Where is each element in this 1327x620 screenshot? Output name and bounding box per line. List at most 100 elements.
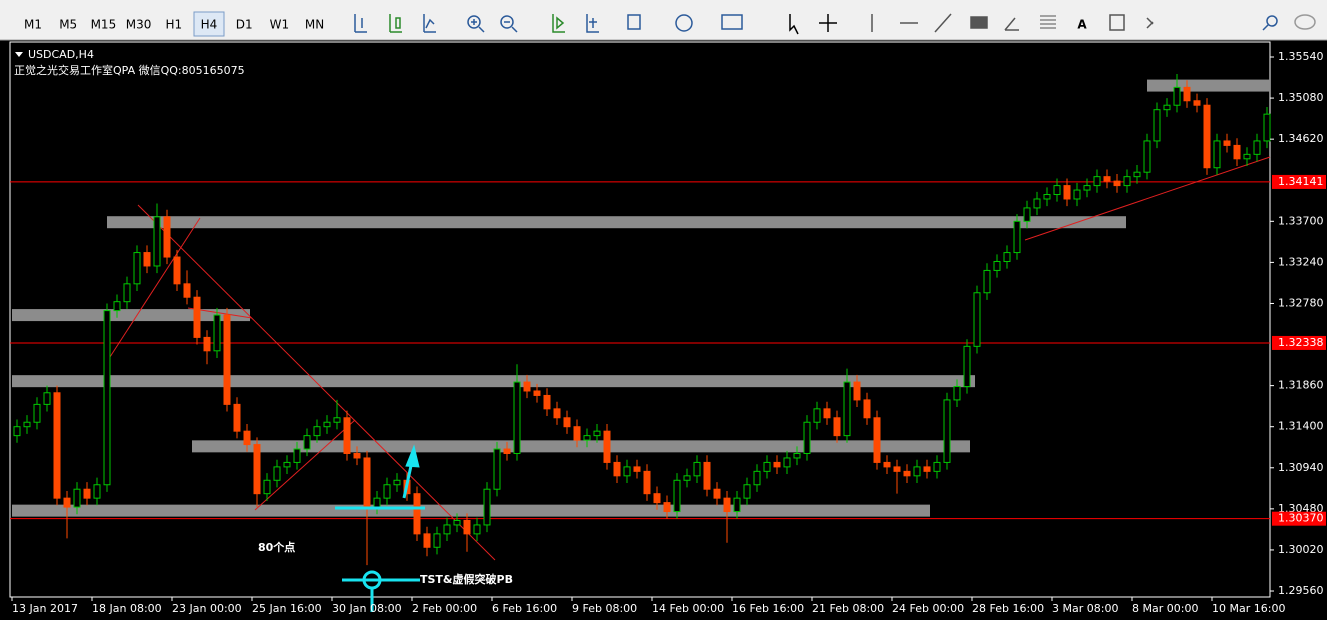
templates[interactable] xyxy=(721,14,743,30)
candle-body xyxy=(1193,100,1201,106)
candle-chart-icon[interactable] xyxy=(389,14,402,33)
collapse-icon xyxy=(15,52,23,57)
candle-body xyxy=(1033,198,1041,209)
candle-body xyxy=(513,381,521,454)
candle-body xyxy=(1083,185,1091,191)
candle-body xyxy=(433,533,441,548)
candle-body xyxy=(13,426,21,437)
bar-chart-icon[interactable] xyxy=(354,14,367,33)
y-tick-label: 1.30020 xyxy=(1278,543,1324,556)
cursor[interactable] xyxy=(789,14,799,35)
candle-body xyxy=(563,417,571,428)
y-tick-label: 1.30940 xyxy=(1278,461,1324,474)
rectangle-tool[interactable] xyxy=(970,16,988,29)
trendline[interactable] xyxy=(934,13,952,33)
chart-subtitle: 正觉之光交易工作室QPA 微信QQ:805165075 xyxy=(14,63,245,77)
periods[interactable] xyxy=(675,14,693,32)
candle-body xyxy=(173,256,181,285)
indicators[interactable] xyxy=(627,14,641,30)
x-tick-label: 28 Feb 16:00 xyxy=(972,602,1044,615)
candle-body xyxy=(1253,140,1261,155)
search[interactable] xyxy=(1266,15,1278,27)
timeframe-button[interactable]: M30 xyxy=(126,18,152,32)
candle-body xyxy=(953,386,961,401)
timeframe-button[interactable]: H4 xyxy=(201,18,218,32)
candle-body xyxy=(1043,194,1051,200)
timeframe-button[interactable]: MN xyxy=(305,18,324,32)
zone xyxy=(107,216,1126,229)
timeframe-button[interactable]: M5 xyxy=(59,18,77,32)
candle-body xyxy=(973,292,981,347)
candle-body xyxy=(303,435,311,450)
timeframe-button[interactable]: H1 xyxy=(165,18,182,32)
arrows-tool[interactable] xyxy=(1146,17,1154,29)
candle-body xyxy=(883,461,891,468)
zoom-out[interactable] xyxy=(500,15,514,29)
fibo-tool[interactable] xyxy=(1004,17,1019,31)
candle-body xyxy=(1073,189,1081,200)
candle-body xyxy=(263,479,271,495)
candle-body xyxy=(333,417,341,423)
candle-body xyxy=(453,519,461,526)
timeframe-button[interactable]: M15 xyxy=(91,18,117,32)
candle-body xyxy=(363,457,371,508)
candle-body xyxy=(293,448,301,463)
candle-body xyxy=(43,392,51,405)
candle-body xyxy=(353,452,361,459)
chart-shift[interactable] xyxy=(586,14,599,33)
candle-body xyxy=(1213,140,1221,169)
zoom-in[interactable] xyxy=(467,15,481,29)
channel-tool[interactable] xyxy=(1040,15,1056,29)
zone xyxy=(12,375,975,388)
timeframe-button[interactable]: W1 xyxy=(270,18,290,32)
x-tick-label: 21 Feb 08:00 xyxy=(812,602,884,615)
y-tick-label: 1.31860 xyxy=(1278,379,1324,392)
label-tool[interactable] xyxy=(1109,14,1125,31)
timeframe-button[interactable]: D1 xyxy=(236,18,253,32)
candle-body xyxy=(723,497,731,513)
x-tick-label: 30 Jan 08:00 xyxy=(332,602,402,615)
candle-body xyxy=(73,488,81,508)
candle-body xyxy=(1263,113,1271,142)
candle-body xyxy=(613,461,621,477)
candle-body xyxy=(443,524,451,535)
candles xyxy=(13,73,1271,566)
chat[interactable] xyxy=(1294,14,1316,30)
text-tool[interactable]: A xyxy=(1077,18,1087,32)
candle-body xyxy=(423,533,431,548)
candle-body xyxy=(873,417,881,463)
candle-body xyxy=(903,470,911,477)
candle-body xyxy=(983,269,991,294)
candle-body xyxy=(743,484,751,499)
candle-body xyxy=(643,470,651,495)
autoscroll[interactable] xyxy=(552,14,565,33)
zones xyxy=(12,79,1270,517)
chart: 80个点 TST&虚假突破PB USDCAD,H4 正觉之光交易工作室QPA 微… xyxy=(9,41,1326,615)
candle-body xyxy=(83,488,91,499)
candle-body xyxy=(123,283,131,303)
trendline xyxy=(1024,156,1271,241)
y-tick-label: 1.35540 xyxy=(1278,50,1324,63)
candle-body xyxy=(383,484,391,499)
line-chart-icon[interactable] xyxy=(423,14,436,33)
candle-body xyxy=(963,345,971,388)
candle-body xyxy=(93,484,101,499)
crosshair[interactable] xyxy=(819,14,837,32)
y-tick-label: 1.34620 xyxy=(1278,132,1324,145)
x-tick-label: 18 Jan 08:00 xyxy=(92,602,162,615)
x-tick-label: 23 Jan 00:00 xyxy=(172,602,242,615)
timeframe-button[interactable]: M1 xyxy=(24,18,42,32)
candle-body xyxy=(1163,104,1171,111)
price-label: 1.34141 xyxy=(1278,175,1324,188)
candle-body xyxy=(733,497,741,513)
y-tick-label: 1.33700 xyxy=(1278,214,1324,227)
candle-body xyxy=(373,497,381,508)
x-tick-label: 14 Feb 00:00 xyxy=(652,602,724,615)
candle-body xyxy=(863,399,871,419)
candle-body xyxy=(1103,176,1111,182)
candle-body xyxy=(243,430,251,446)
x-tick-label: 6 Feb 16:00 xyxy=(492,602,557,615)
candle-body xyxy=(503,448,511,454)
candle-body xyxy=(1003,252,1011,262)
